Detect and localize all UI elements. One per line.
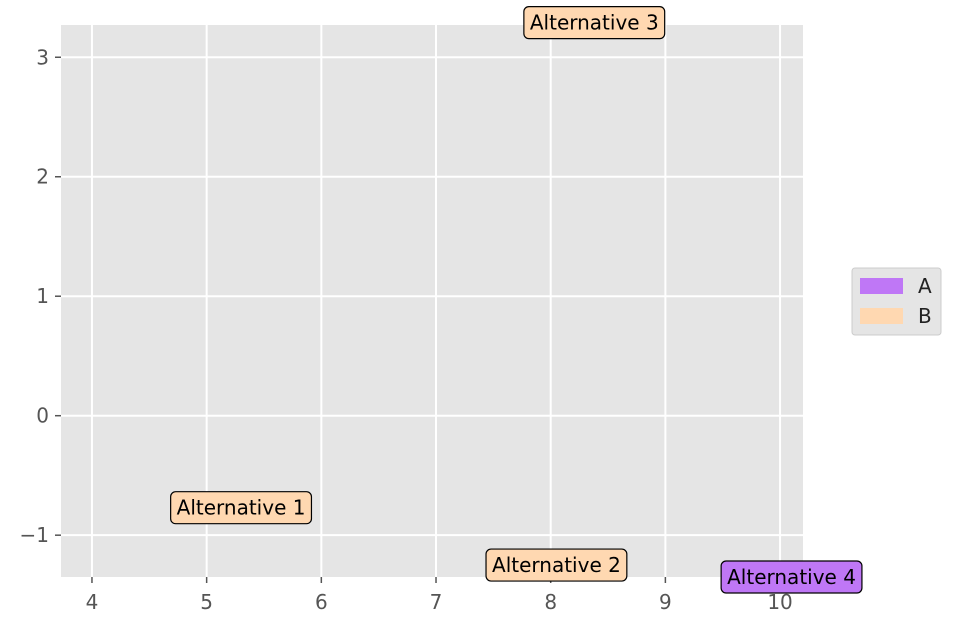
annotation-label: Alternative 1 (177, 496, 306, 520)
y-tick-label: 3 (36, 45, 49, 69)
legend-swatch (860, 278, 903, 294)
annotations: Alternative 1 Alternative 2 Alternative 3 A… (170, 6, 863, 594)
x-tick-label: 5 (200, 590, 213, 614)
annotation-box: Alternative 2 (485, 548, 628, 582)
legend-label: B (918, 304, 932, 328)
legend: AB (851, 267, 942, 336)
y-tick-label: 0 (36, 404, 49, 428)
x-tick-label: 4 (86, 590, 99, 614)
grid-lines (61, 25, 803, 577)
x-tick-label: 6 (315, 590, 328, 614)
y-axis-ticks: −1 0 1 2 3 (20, 45, 61, 547)
x-tick-label: 8 (544, 590, 557, 614)
annotation-box-background (523, 6, 666, 40)
annotation-label: Alternative 2 (492, 553, 621, 577)
annotation-box: Alternative 1 (170, 491, 313, 525)
annotation-box-background (720, 560, 863, 594)
x-axis-ticks: 4 5 6 7 8 9 10 (86, 577, 793, 614)
y-tick-label: −1 (20, 523, 49, 547)
annotation-box: Alternative 3 (523, 6, 666, 40)
plot-area (61, 25, 803, 577)
annotation-box: Alternative 4 (720, 560, 863, 594)
annotation-label: Alternative 4 (727, 565, 856, 589)
annotation-label: Alternative 3 (530, 11, 659, 35)
annotation-box-background (170, 491, 313, 525)
x-tick-label: 9 (659, 590, 672, 614)
y-tick-label: 2 (36, 165, 49, 189)
y-tick-label: 1 (36, 284, 49, 308)
legend-swatch (860, 308, 903, 324)
annotation-box-background (485, 548, 628, 582)
x-tick-label: 10 (767, 590, 792, 614)
x-tick-label: 7 (430, 590, 443, 614)
legend-label: A (918, 274, 932, 298)
